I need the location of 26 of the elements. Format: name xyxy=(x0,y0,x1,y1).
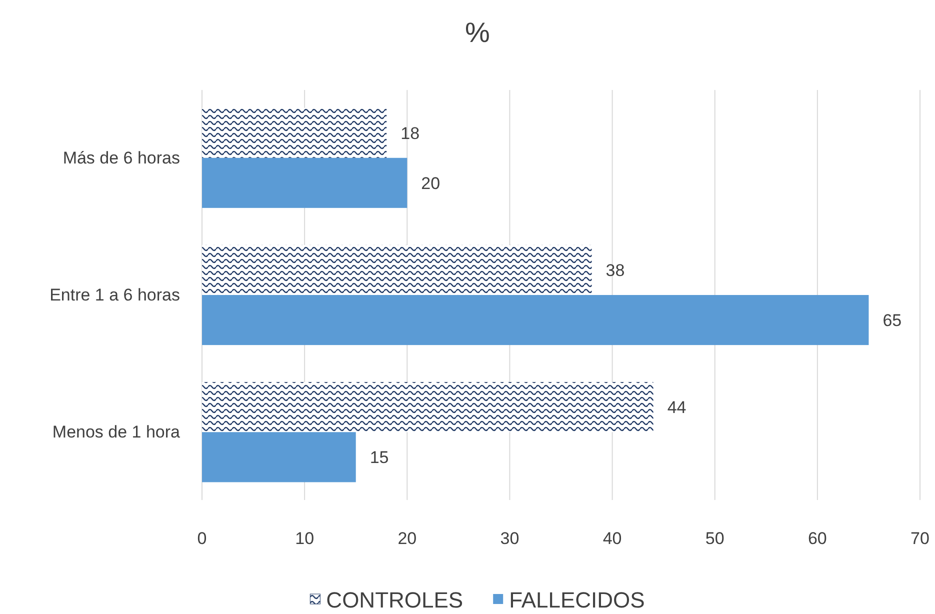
y-tick-label: Más de 6 horas xyxy=(62,148,180,168)
bar xyxy=(202,244,592,295)
data-label: 15 xyxy=(370,448,389,468)
bar xyxy=(202,158,408,208)
x-tick-label: 0 xyxy=(197,529,207,548)
x-tick-label: 30 xyxy=(500,529,520,548)
bar xyxy=(202,295,869,346)
legend-label: CONTROLES xyxy=(326,588,464,613)
x-tick-label: 20 xyxy=(398,529,417,548)
data-label: 18 xyxy=(400,124,420,143)
legend-label: FALLECIDOS xyxy=(509,588,645,613)
y-tick-label: Menos de 1 hora xyxy=(52,422,181,442)
bar xyxy=(202,382,654,432)
data-label: 65 xyxy=(882,310,902,330)
bar xyxy=(202,432,356,482)
data-label: 44 xyxy=(667,398,686,418)
x-tick-label: 40 xyxy=(602,529,622,548)
x-tick-label: 70 xyxy=(910,529,930,548)
data-label: 20 xyxy=(421,174,440,193)
x-tick-label: 60 xyxy=(808,529,827,548)
y-tick-label: Entre 1 a 6 horas xyxy=(50,285,180,304)
data-label: 38 xyxy=(606,260,625,280)
x-tick-label: 10 xyxy=(295,529,314,548)
chart-title: % xyxy=(465,17,490,48)
bar xyxy=(202,108,387,158)
x-tick-label: 50 xyxy=(705,529,724,548)
